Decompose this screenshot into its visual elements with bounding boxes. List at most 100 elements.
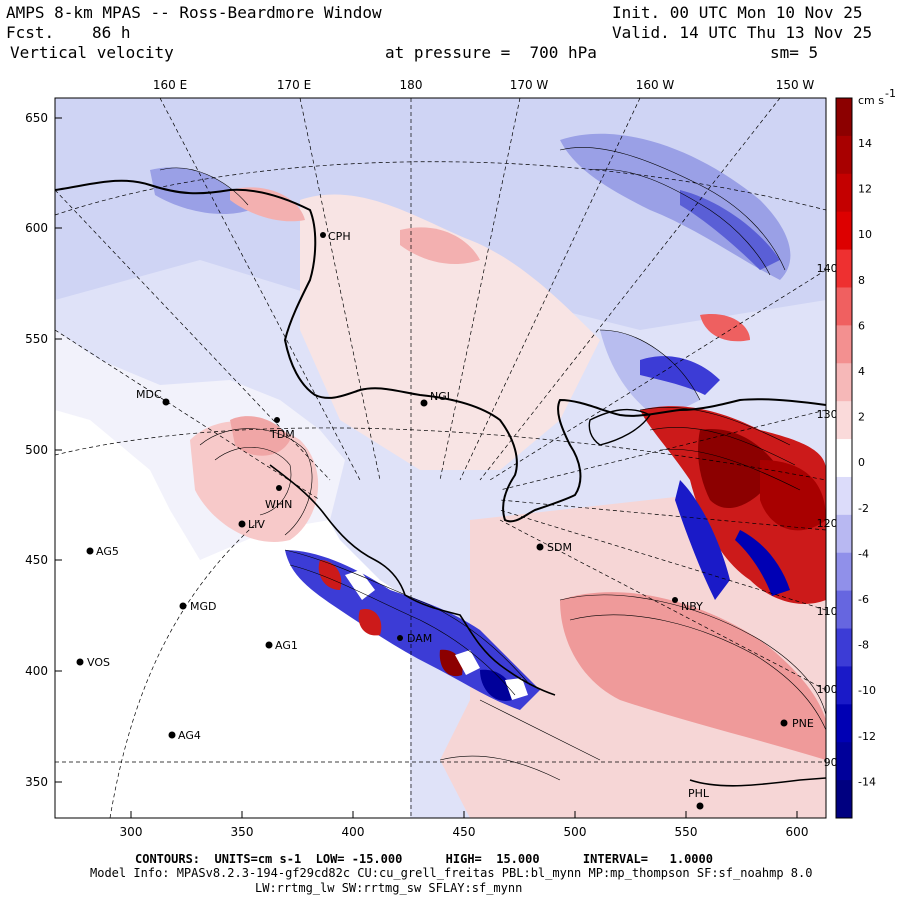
station-ngl: NGL xyxy=(420,390,454,407)
meridian-150w xyxy=(479,98,781,481)
bottom-tick: 400 xyxy=(342,825,365,839)
top-lon-label: 160 E xyxy=(153,78,187,92)
colorbar-cell xyxy=(836,249,852,288)
meridian-100w xyxy=(499,519,826,691)
meridian-140e xyxy=(55,329,321,501)
forecast-label: Fcst. xyxy=(6,23,55,42)
left-tick: 650 xyxy=(25,111,48,125)
station-nby: NBY xyxy=(672,597,703,613)
top-longitude-labels: 160 E 170 E 180 170 W 160 W 150 W xyxy=(153,78,815,92)
station-label: AG5 xyxy=(96,545,119,558)
top-lon-label: 160 W xyxy=(636,78,675,92)
colorbar-cell xyxy=(836,325,852,364)
bottom-tick: 350 xyxy=(231,825,254,839)
station-vos: VOS xyxy=(76,656,110,669)
station-whn: WHN xyxy=(265,485,292,511)
station-label: PHL xyxy=(688,787,710,800)
colorbar-cell xyxy=(836,287,852,326)
left-tick: 400 xyxy=(25,664,48,678)
left-tick: 500 xyxy=(25,443,48,457)
left-axis-labels: 650 600 550 500 450 400 350 xyxy=(25,111,48,789)
colorbar-label: -8 xyxy=(858,639,869,652)
colorbar-cell xyxy=(836,628,852,667)
latitude-circle-3 xyxy=(109,519,261,818)
colorbar-cell xyxy=(836,439,852,478)
colorbar-label: 6 xyxy=(858,319,865,332)
station-liv: LIV xyxy=(238,518,265,531)
station-tdm: TDM xyxy=(269,417,295,441)
map-title: AMPS 8-km MPAS -- Ross-Beardmore Window xyxy=(6,3,382,22)
contour-lines xyxy=(159,147,826,781)
colorbar-label: -6 xyxy=(858,593,869,606)
colorbar-frame xyxy=(835,97,853,819)
top-lon-label: 170 W xyxy=(510,78,549,92)
init-time: Init. 00 UTC Mon 10 Nov 25 xyxy=(612,3,863,22)
ice-shelf-edge xyxy=(269,464,556,696)
updraft-patch-north xyxy=(400,227,480,265)
left-tick: 600 xyxy=(25,221,48,235)
model-info: Model Info: MPASv8.2.3-194-gf29cd82c CU:… xyxy=(90,866,813,880)
pressure-level: at pressure = 700 hPa xyxy=(385,43,597,62)
colorbar-unit-exponent: -1 xyxy=(885,87,896,100)
station-label: AG1 xyxy=(275,639,298,652)
colorbar-label: 12 xyxy=(858,183,872,196)
colorbar-cell xyxy=(836,173,852,213)
colorbar-cell xyxy=(836,363,852,402)
colorbar-cell xyxy=(836,666,852,705)
station-pne: PNE xyxy=(780,717,814,730)
meridian-170w xyxy=(439,98,521,481)
bottom-tick: 600 xyxy=(786,825,809,839)
plot-frame xyxy=(54,97,827,819)
meridian-110w xyxy=(499,509,826,611)
left-tick: 350 xyxy=(25,775,48,789)
coastline-islands xyxy=(588,408,652,446)
colorbar-label: 4 xyxy=(858,365,865,378)
downdraft-patch-nw xyxy=(150,167,250,215)
coastline-south xyxy=(689,777,826,787)
left-tick: 550 xyxy=(25,332,48,346)
station-label: VOS xyxy=(87,656,110,669)
valid-time: Valid. 14 UTC Thu 13 Nov 25 xyxy=(612,23,873,42)
terrain-gap-1 xyxy=(345,570,375,600)
downdraft-streak-3 xyxy=(735,530,790,596)
colorbar-label: -12 xyxy=(858,730,876,743)
downdraft-streak-2 xyxy=(640,356,720,395)
bottom-axis-labels: 300 350 400 450 500 550 600 xyxy=(120,825,809,839)
stations: CPH MDC TDM NGL WHN LIV AG5 SDM MGD AG1 … xyxy=(76,230,814,810)
field-name: Vertical velocity xyxy=(10,43,174,62)
colorbar-cell xyxy=(836,552,852,592)
terrain-gap-2 xyxy=(455,650,480,675)
colorbar-cell xyxy=(836,476,852,516)
bottom-tick: 500 xyxy=(564,825,587,839)
colorbar-label: 2 xyxy=(858,411,865,424)
station-ag5: AG5 xyxy=(86,545,119,558)
graticule xyxy=(55,98,826,818)
top-lon-label: 170 E xyxy=(277,78,311,92)
colorbar-label: 14 xyxy=(858,137,872,150)
colorbar-cell xyxy=(836,514,852,554)
colorbar-labels: 14 12 10 8 6 4 2 0 -2 -4 -6 -8 -10 -12 -14 xyxy=(858,137,876,788)
colorbar: cm s -1 14 12 10 8 6 4 2 0 -2 -4 -6 -8 -10 -12 -14 xyxy=(835,87,896,819)
colorbar-label: -2 xyxy=(858,502,869,515)
colorbar-label: -10 xyxy=(858,684,876,697)
station-label: NBY xyxy=(681,600,703,613)
colorbar-cell xyxy=(836,211,852,251)
colorbar-cell xyxy=(836,590,852,630)
coastline xyxy=(55,179,826,523)
model-info-2: LW:rrtmg_lw SW:rrtmg_sw SFLAY:sf_mynn xyxy=(255,881,523,895)
station-label: DAM xyxy=(407,632,432,645)
colorbar-label: 0 xyxy=(858,456,865,469)
station-label: MGD xyxy=(190,600,217,613)
updraft-core-east-2 xyxy=(760,460,826,531)
station-label: SDM xyxy=(547,541,572,554)
updraft-coastal-1 xyxy=(318,560,342,590)
left-tick: 450 xyxy=(25,553,48,567)
station-label: TDM xyxy=(269,428,295,441)
station-dam: DAM xyxy=(397,632,432,645)
terrain-gap-3 xyxy=(505,678,528,700)
meridian-160w xyxy=(459,98,641,481)
field-region-mid-pink xyxy=(300,194,600,471)
updraft-patch-se xyxy=(700,314,750,342)
colorbar-cell xyxy=(836,135,852,175)
top-lon-label: 150 W xyxy=(776,78,815,92)
